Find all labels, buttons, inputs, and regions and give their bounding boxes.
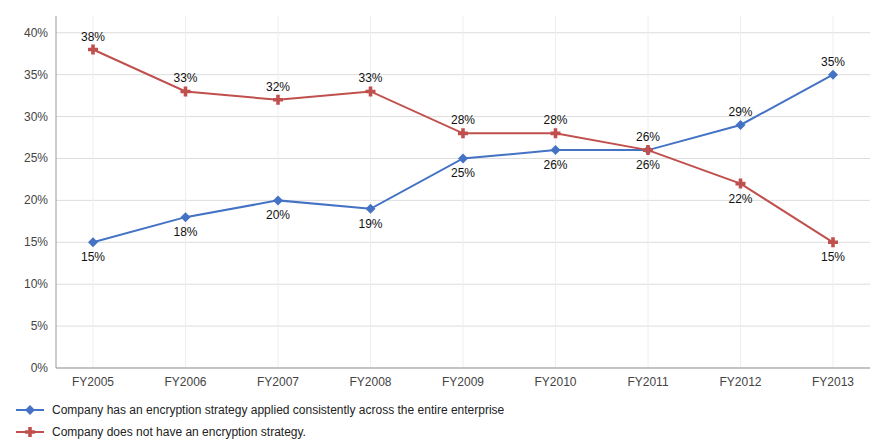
grid: [56, 16, 870, 368]
data-labels: 15% 18% 20% 19% 25% 26% 26% 29% 35% 38% 33% 32% 33% 2…: [81, 30, 845, 265]
legend-label: Company has an encryption strategy appli…: [52, 403, 505, 417]
data-label: 15%: [821, 250, 845, 264]
point-marker: [366, 204, 376, 214]
x-grid-line: [278, 16, 279, 368]
point-marker: [551, 145, 561, 155]
data-label: 26%: [636, 158, 660, 172]
series-line: [93, 50, 833, 243]
legend: Company has an encryption strategy appli…: [16, 403, 505, 439]
data-label: 33%: [173, 71, 197, 85]
y-tick-label: 5%: [31, 319, 49, 333]
y-grid-line: [56, 368, 870, 369]
y-tick-label: 15%: [24, 235, 48, 249]
y-tick-label: 25%: [24, 151, 48, 165]
x-tick-label: FY2013: [812, 375, 854, 389]
data-label: 18%: [173, 225, 197, 239]
legend-marker: [25, 427, 35, 437]
x-grid-line: [185, 16, 186, 368]
point-marker: [458, 128, 468, 138]
data-label: 25%: [451, 166, 475, 180]
point-marker: [828, 237, 838, 247]
data-label: 32%: [266, 80, 290, 94]
y-tick-label: 40%: [24, 26, 48, 40]
x-tick-label: FY2010: [534, 375, 576, 389]
marks: [88, 45, 838, 248]
x-grid-line: [93, 16, 94, 368]
data-label: 22%: [728, 192, 752, 206]
series-line: [93, 75, 833, 243]
point-marker: [643, 145, 653, 155]
x-grid-line: [833, 16, 834, 368]
x-grid-line: [370, 16, 371, 368]
data-label: 19%: [358, 217, 382, 231]
point-marker: [273, 95, 283, 105]
y-tick-label: 30%: [24, 110, 48, 124]
point-marker: [88, 237, 98, 247]
x-tick-label: FY2012: [719, 375, 761, 389]
data-label: 26%: [543, 158, 567, 172]
data-label: 38%: [81, 30, 105, 44]
point-marker: [366, 86, 376, 96]
data-label: 20%: [266, 208, 290, 222]
y-axis-line: [56, 16, 57, 368]
x-tick-label: FY2008: [349, 375, 391, 389]
x-tick-label: FY2005: [72, 375, 114, 389]
x-grid-line: [555, 16, 556, 368]
point-marker: [88, 45, 98, 55]
point-marker: [828, 70, 838, 80]
x-tick-label: FY2006: [164, 375, 206, 389]
axes: 0% 5% 10% 15% 20% 25% 30% 35% 40% FY2005 FY2006 FY2…: [24, 16, 870, 389]
point-marker: [458, 153, 468, 163]
x-grid-line: [648, 16, 649, 368]
legend-item: Company does not have an encryption stra…: [16, 425, 306, 439]
point-marker: [643, 145, 653, 155]
data-label: 33%: [358, 71, 382, 85]
point-marker: [736, 120, 746, 130]
x-tick-label: FY2011: [627, 375, 668, 389]
legend-item: Company has an encryption strategy appli…: [16, 403, 505, 417]
data-label: 26%: [636, 130, 660, 144]
x-grid-line: [463, 16, 464, 368]
y-tick-label: 35%: [24, 68, 48, 82]
point-marker: [551, 128, 561, 138]
y-tick-label: 20%: [24, 193, 48, 207]
x-axis-line: [56, 368, 870, 369]
y-tick-label: 0%: [31, 361, 49, 375]
y-tick-label: 10%: [24, 277, 48, 291]
data-label: 35%: [821, 55, 845, 69]
x-tick-label: FY2009: [442, 375, 484, 389]
data-label: 29%: [728, 105, 752, 119]
legend-label: Company does not have an encryption stra…: [52, 425, 306, 439]
point-marker: [736, 179, 746, 189]
chart: 0% 5% 10% 15% 20% 25% 30% 35% 40% FY2005 FY2006 FY2…: [0, 0, 892, 442]
point-marker: [181, 212, 191, 222]
point-marker: [273, 195, 283, 205]
data-label: 15%: [81, 250, 105, 264]
data-label: 28%: [451, 113, 475, 127]
legend-marker: [25, 405, 35, 415]
x-tick-label: FY2007: [257, 375, 299, 389]
data-label: 28%: [543, 113, 567, 127]
point-marker: [181, 86, 191, 96]
